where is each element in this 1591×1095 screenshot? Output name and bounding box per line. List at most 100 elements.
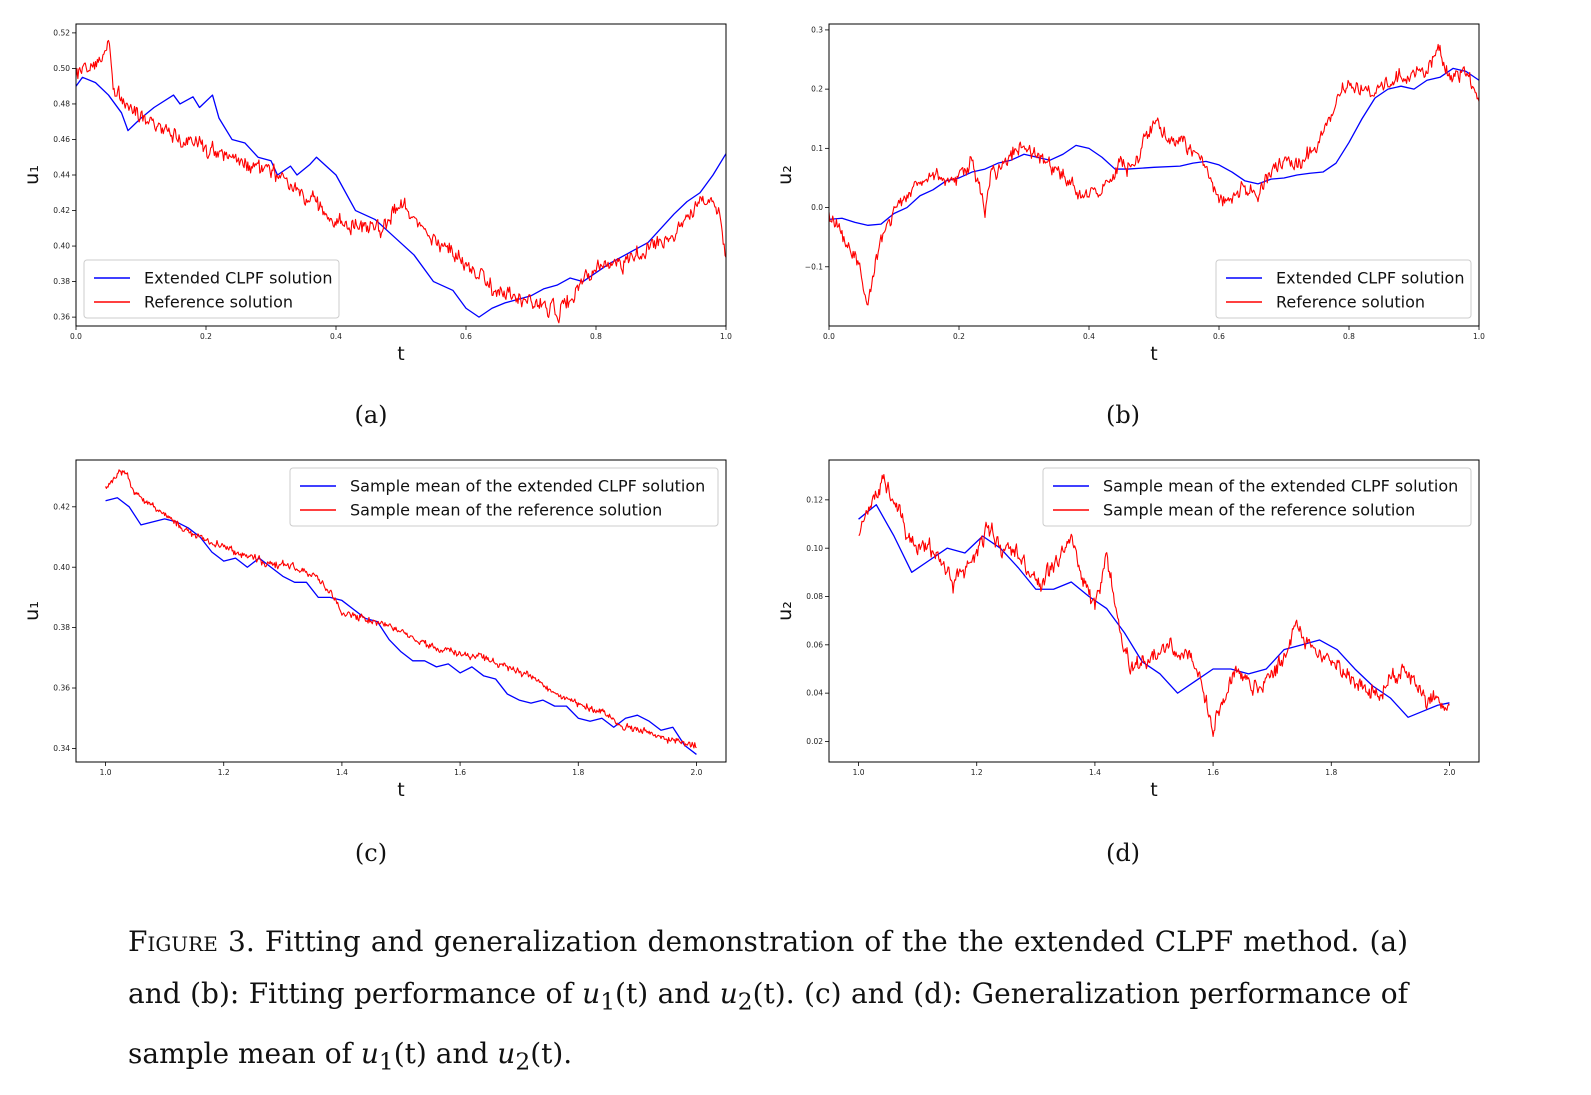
chart-panel-b: 0.0 0.2 0.4 0.6 0.8 1.0 −0.1 0.0 0.1 0.2 0.3 Extend… — [774, 23, 1485, 429]
caption-and-1: and — [648, 977, 720, 1010]
y-axis-label: u₁ — [21, 165, 43, 185]
x-tick-label: 2.0 — [1443, 768, 1455, 777]
legend-label: Sample mean of the extended CLPF solutio… — [1103, 477, 1458, 496]
series-line-extended — [105, 497, 697, 755]
caption-u1-symbol: u — [582, 977, 601, 1010]
caption-t-arg: (t). — [530, 1036, 573, 1070]
x-tick-label: 0.0 — [70, 332, 82, 341]
legend-label: Reference solution — [1276, 293, 1425, 312]
panel-label: (a) — [354, 401, 387, 429]
caption-u1-subscript: 1 — [600, 987, 616, 1016]
x-tick-label: 1.8 — [572, 768, 584, 777]
x-tick-label: 1.4 — [336, 768, 348, 777]
x-tick-label: 0.4 — [1083, 332, 1095, 341]
y-tick-label: 0.36 — [53, 313, 70, 322]
series-group — [858, 474, 1450, 737]
chart-panel-d: 1.0 1.2 1.4 1.6 1.8 2.0 0.02 0.04 0.06 0.08 0.10 0.… — [774, 459, 1480, 867]
y-tick-label: 0.04 — [806, 689, 823, 698]
y-tick-label: 0.42 — [53, 502, 70, 511]
x-axis-label: t — [1150, 343, 1157, 365]
y-tick-label: 0.02 — [806, 737, 823, 746]
legend: Sample mean of the extended CLPF solutio… — [289, 467, 719, 527]
series-line-extended — [829, 67, 1479, 226]
caption-figure-label: Figure 3. — [128, 925, 255, 958]
chart-panel-c: 1.0 1.2 1.4 1.6 1.8 2.0 0.34 0.36 0.38 0.40 0.42 Sa… — [21, 459, 727, 867]
legend-label: Extended CLPF solution — [144, 269, 332, 288]
chart-panel-a: 0.0 0.2 0.4 0.6 0.8 1.0 0.36 0.38 0.40 0.42 0.44 0.… — [21, 23, 732, 429]
x-tick-label: 1.0 — [853, 768, 865, 777]
series-line-extended — [858, 504, 1450, 718]
plot-frame — [75, 459, 727, 763]
y-tick-label: 0.52 — [53, 28, 70, 37]
y-tick-label: 0.08 — [806, 592, 823, 601]
plot-frame — [828, 459, 1480, 763]
legend-label: Sample mean of the reference solution — [1103, 501, 1415, 520]
legend-label: Reference solution — [144, 293, 293, 312]
legend-label: Sample mean of the extended CLPF solutio… — [350, 477, 705, 496]
y-tick-label: 0.40 — [53, 563, 70, 572]
caption-u2-subscript: 2 — [737, 987, 753, 1016]
panel-label: (b) — [1106, 401, 1140, 429]
x-axis-label: t — [397, 343, 404, 365]
x-tick-label: 2.0 — [690, 768, 702, 777]
y-tick-label: 0.06 — [806, 640, 823, 649]
legend-box — [289, 467, 719, 527]
x-tick-label: 0.0 — [823, 332, 835, 341]
y-tick-label: 0.36 — [53, 684, 70, 693]
legend-label: Extended CLPF solution — [1276, 269, 1464, 288]
caption-t-arg: (t) — [393, 1036, 427, 1070]
legend: Extended CLPF solution Reference solution — [83, 259, 340, 319]
plot-frame — [75, 23, 727, 327]
y-axis-label: u₂ — [774, 601, 796, 621]
y-tick-label: 0.46 — [53, 135, 70, 144]
caption-u1-subscript: 1 — [378, 1047, 394, 1076]
y-tick-label: 0.40 — [53, 242, 70, 251]
x-tick-label: 1.6 — [454, 768, 466, 777]
series-line-reference — [105, 469, 697, 749]
legend: Extended CLPF solution Reference solution — [1215, 259, 1472, 319]
figure-caption: Figure 3. Fitting and generalization dem… — [128, 916, 1408, 1087]
x-tick-label: 0.2 — [200, 332, 212, 341]
x-axis-label: t — [1150, 779, 1157, 801]
y-tick-label: 0.3 — [811, 26, 823, 35]
x-tick-label: 1.0 — [100, 768, 112, 777]
caption-text-2: (c) and (d): Generalization performance … — [128, 977, 1409, 1070]
x-tick-label: 1.8 — [1325, 768, 1337, 777]
x-tick-label: 1.0 — [1473, 332, 1485, 341]
y-tick-label: 0.1 — [811, 144, 823, 153]
caption-t-arg: (t). — [752, 977, 795, 1010]
caption-t-arg: (t) — [615, 977, 649, 1010]
y-tick-label: 0.2 — [811, 85, 823, 94]
x-tick-label: 1.0 — [720, 332, 732, 341]
x-tick-label: 0.6 — [460, 332, 472, 341]
y-tick-label: 0.10 — [806, 544, 823, 553]
caption-u2-symbol: u — [719, 977, 738, 1010]
caption-u2-symbol: u — [497, 1036, 516, 1070]
x-axis-label: t — [397, 779, 404, 801]
series-line-reference — [76, 39, 726, 324]
y-tick-label: 0.38 — [53, 623, 70, 632]
x-tick-label: 1.6 — [1207, 768, 1219, 777]
y-tick-label: 0.38 — [53, 277, 70, 286]
caption-text-1: Fitting and generalization demonstration… — [128, 925, 1408, 1010]
series-line-reference — [829, 43, 1479, 306]
y-tick-label: 0.12 — [806, 495, 823, 504]
legend-box — [1042, 467, 1472, 527]
panel-label: (d) — [1106, 839, 1140, 867]
series-line-reference — [858, 474, 1450, 737]
x-tick-label: 0.8 — [1343, 332, 1355, 341]
caption-and-2: and — [426, 1036, 498, 1070]
y-tick-label: 0.48 — [53, 100, 70, 109]
series-group — [105, 469, 697, 755]
x-tick-label: 1.2 — [218, 768, 230, 777]
legend-box — [83, 259, 340, 319]
y-tick-label: 0.50 — [53, 64, 70, 73]
y-tick-label: 0.0 — [811, 203, 823, 212]
x-tick-label: 0.8 — [590, 332, 602, 341]
y-axis-label: u₁ — [21, 601, 43, 621]
x-tick-label: 0.4 — [330, 332, 342, 341]
series-group — [829, 43, 1479, 306]
y-tick-label: −0.1 — [805, 262, 823, 271]
x-tick-label: 1.2 — [971, 768, 983, 777]
